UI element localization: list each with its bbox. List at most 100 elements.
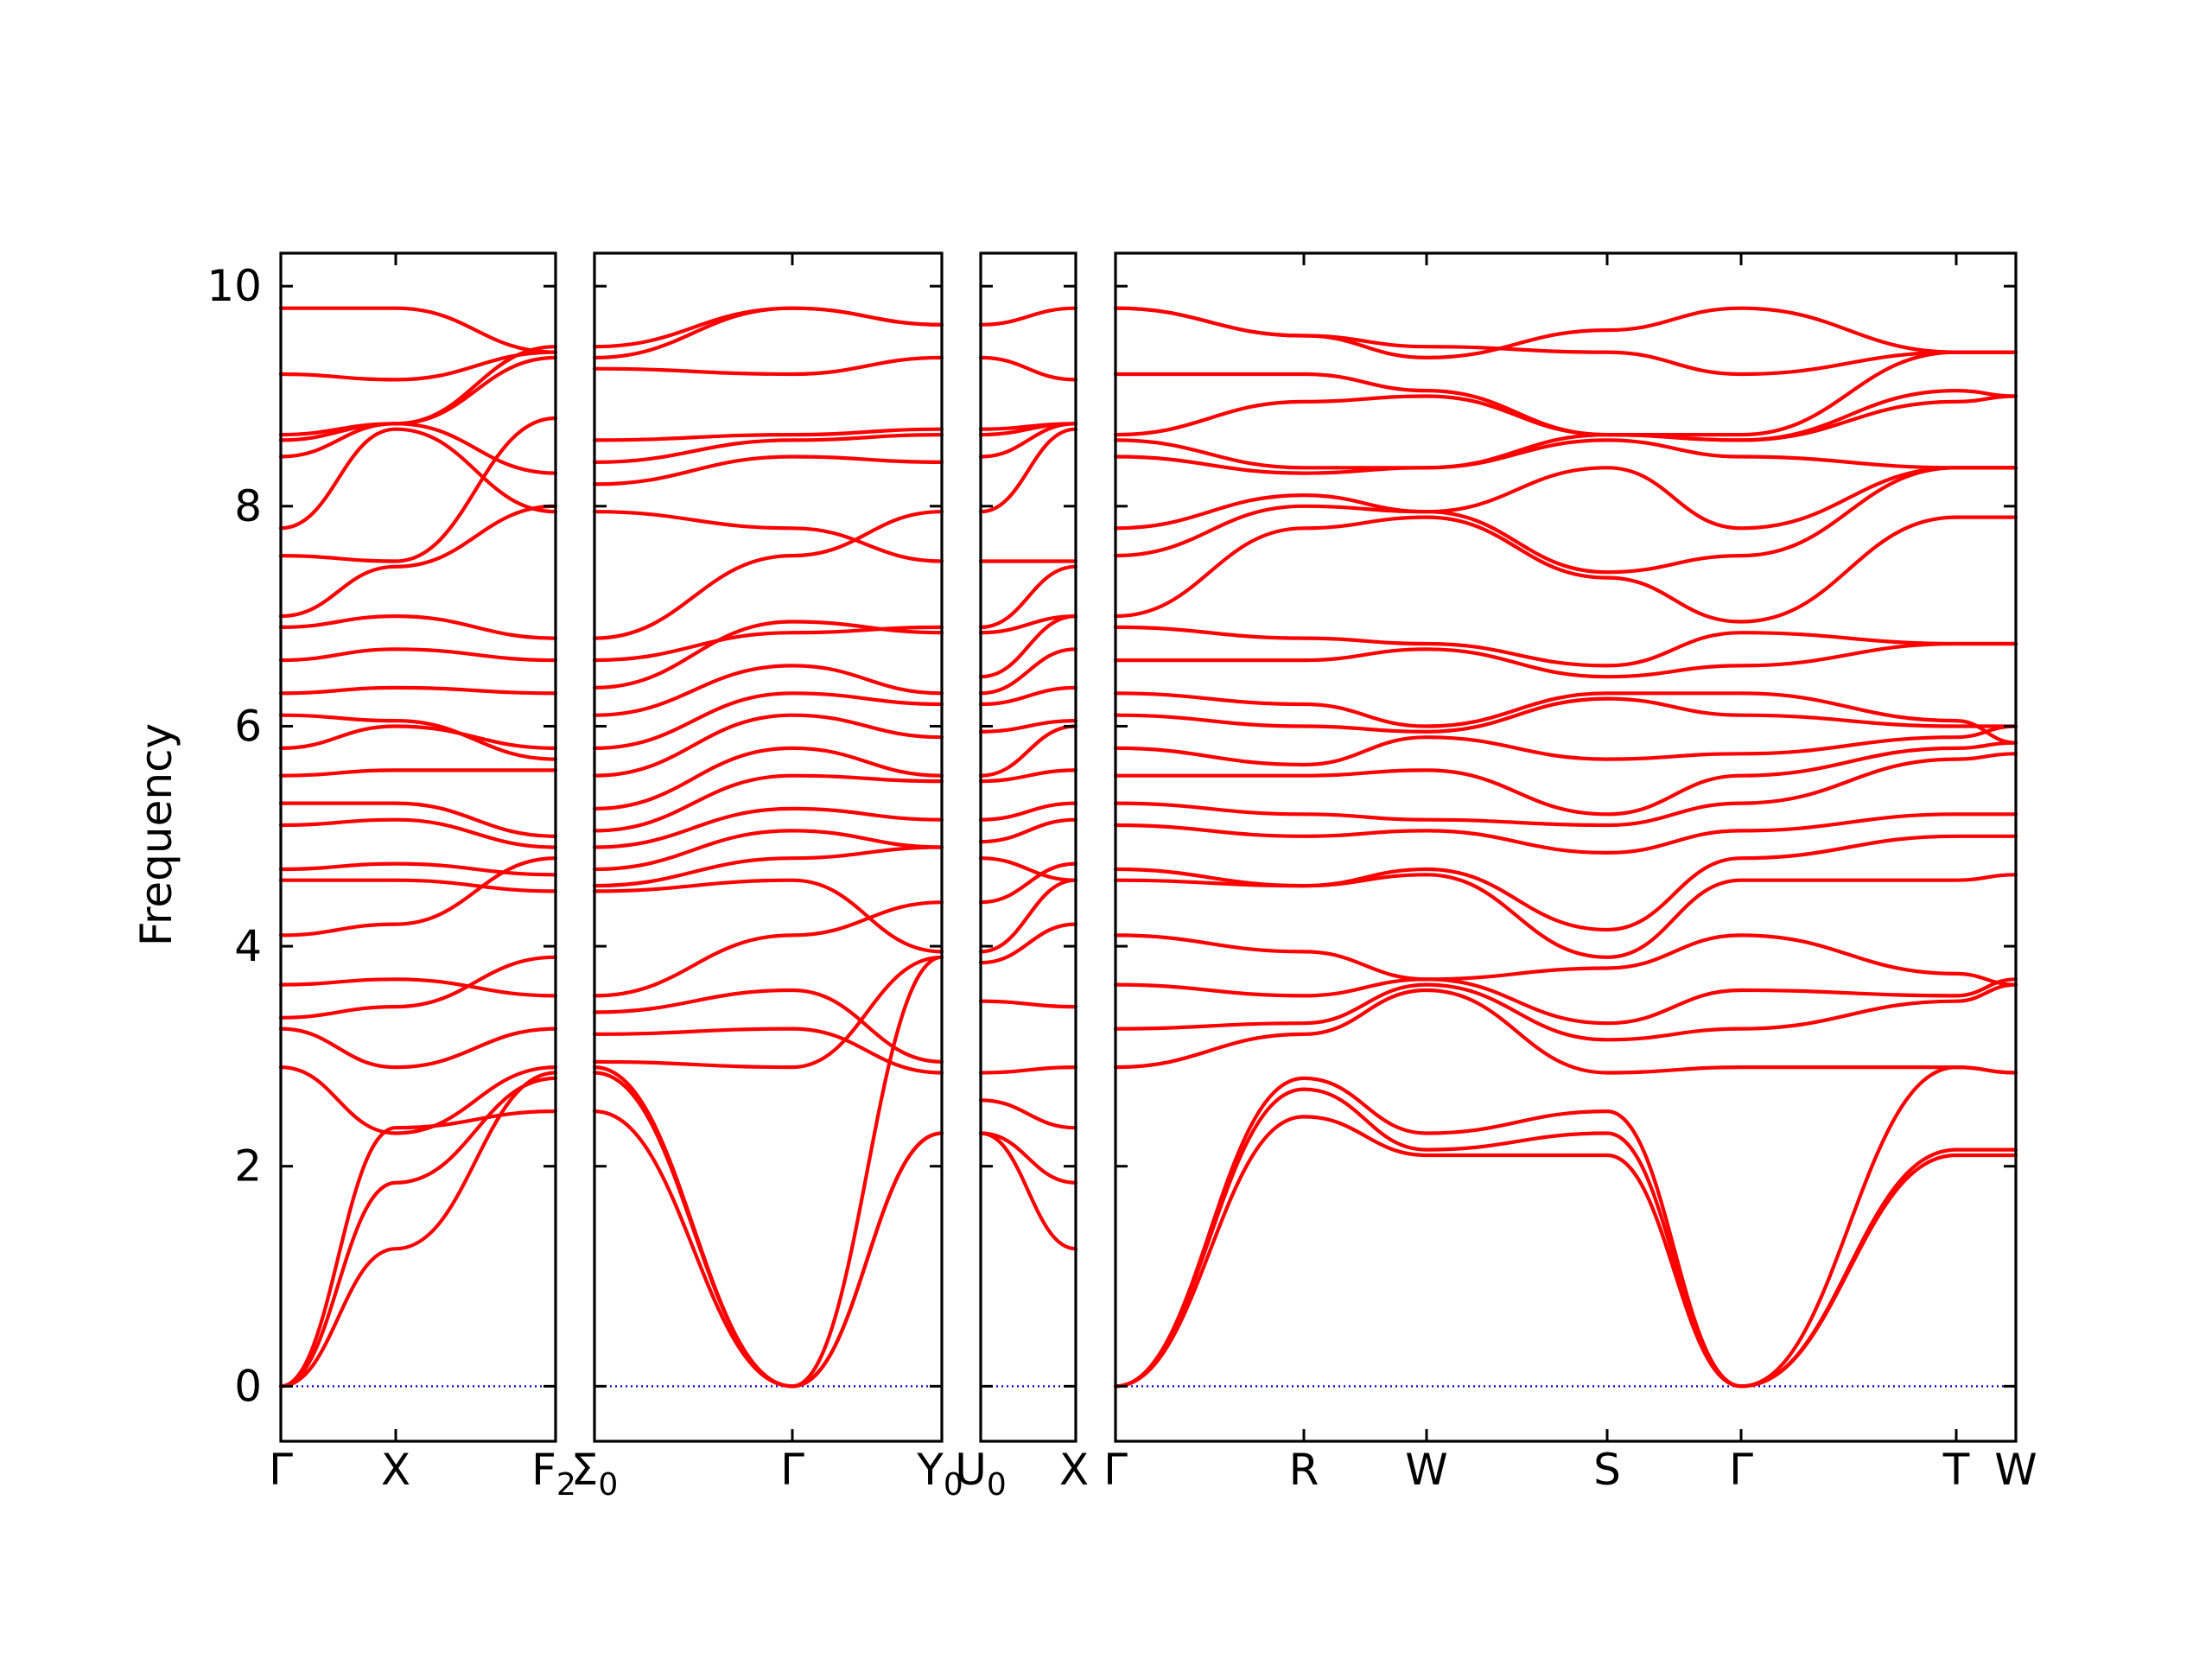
band-line (978, 861, 1078, 905)
x-tick-label: W (1994, 1445, 2037, 1495)
band-line (1113, 873, 2018, 959)
band-line (592, 900, 944, 998)
y-tick-label: 4 (234, 921, 262, 971)
band-line (1113, 834, 2018, 932)
band-line (978, 719, 1078, 734)
band-line (592, 427, 944, 442)
band-line (1113, 977, 2018, 1026)
band-line (592, 806, 944, 849)
band-line (1113, 812, 2018, 855)
band-line (278, 977, 558, 998)
band-line (278, 1076, 558, 1389)
band-line (278, 427, 558, 531)
band-line (1113, 982, 2018, 1042)
band-line (978, 427, 1078, 514)
panel-frame (593, 251, 944, 1443)
band-line (978, 1131, 1078, 1251)
band-line (978, 801, 1078, 822)
band-line (978, 724, 1078, 778)
band-line (278, 350, 558, 382)
band-line (278, 817, 558, 849)
band-line (278, 713, 558, 761)
band-line (978, 355, 1078, 382)
band-line (278, 504, 558, 619)
x-tick-label: F2 (531, 1445, 576, 1503)
band-line (1113, 741, 2018, 817)
x-tick-label: Γ (780, 1445, 804, 1495)
band-line (978, 856, 1078, 882)
band-line (978, 685, 1078, 707)
band-line (978, 306, 1078, 327)
band-line (1113, 1115, 2018, 1389)
band-line (592, 955, 944, 1389)
band-line (592, 829, 944, 872)
x-tick-label: Σ0 (571, 1445, 619, 1503)
band-line (1113, 988, 2018, 1075)
band-line (1113, 394, 2018, 470)
band-line (278, 647, 558, 663)
band-line (592, 510, 944, 640)
band-line (978, 1131, 1078, 1185)
band-line (592, 355, 944, 377)
panel-frame (1114, 251, 2018, 1443)
x-tick-label: Γ (1729, 1445, 1753, 1495)
band-line (592, 878, 944, 954)
band-line (278, 856, 558, 938)
band-line (978, 564, 1078, 629)
band-line (1113, 1065, 2018, 1389)
x-tick-label: Γ (1103, 1445, 1128, 1495)
band-line (278, 955, 558, 1020)
band-line (278, 861, 558, 877)
band-line (278, 345, 558, 437)
x-tick-label: T (1942, 1445, 1970, 1495)
band-line (1113, 389, 2018, 442)
x-tick-label: R (1289, 1445, 1319, 1495)
band-line (1113, 438, 2018, 475)
band-line (592, 746, 944, 810)
band-line (278, 1071, 558, 1389)
x-tick-label: Γ (269, 1445, 293, 1495)
band-line (592, 433, 944, 464)
band-line (592, 510, 944, 563)
band-line (278, 614, 558, 640)
band-line (278, 355, 558, 442)
band-line (978, 422, 1078, 431)
band-line (978, 1065, 1078, 1075)
band-line (278, 1065, 558, 1135)
band-line (1113, 350, 2018, 437)
band-line (1113, 466, 2018, 575)
x-tick-label: W (1405, 1445, 1447, 1495)
band-line (1113, 752, 2018, 828)
band-line (1113, 1087, 2018, 1389)
panel-2: Σ0 Γ Y0 (571, 251, 963, 1503)
band-line (592, 306, 944, 349)
x-tick-label: U0 (955, 1445, 1007, 1503)
band-line (278, 1027, 558, 1070)
band-line (592, 773, 944, 833)
band-line (592, 664, 944, 717)
panel-3: U0 X (955, 251, 1089, 1503)
band-line (1113, 466, 2018, 531)
band-line (978, 768, 1078, 784)
y-axis-label: Frequency (131, 723, 181, 946)
band-line (278, 306, 558, 354)
band-line (978, 999, 1078, 1009)
panel-frame (979, 251, 1077, 1443)
band-line (592, 625, 944, 663)
x-tick-label: X (1059, 1445, 1089, 1495)
y-tick-label: 6 (234, 701, 262, 751)
band-line (592, 845, 944, 888)
band-line (592, 955, 944, 1070)
band-line (1113, 933, 2018, 987)
band-line (1113, 724, 2018, 767)
x-tick-label: X (381, 1445, 410, 1495)
band-line (278, 724, 558, 750)
band-line (978, 922, 1078, 965)
panel-frame (279, 251, 557, 1443)
band-line (1113, 641, 2018, 679)
y-tick-label: 0 (234, 1361, 262, 1411)
x-tick-label: S (1593, 1445, 1621, 1495)
band-line (978, 614, 1078, 635)
